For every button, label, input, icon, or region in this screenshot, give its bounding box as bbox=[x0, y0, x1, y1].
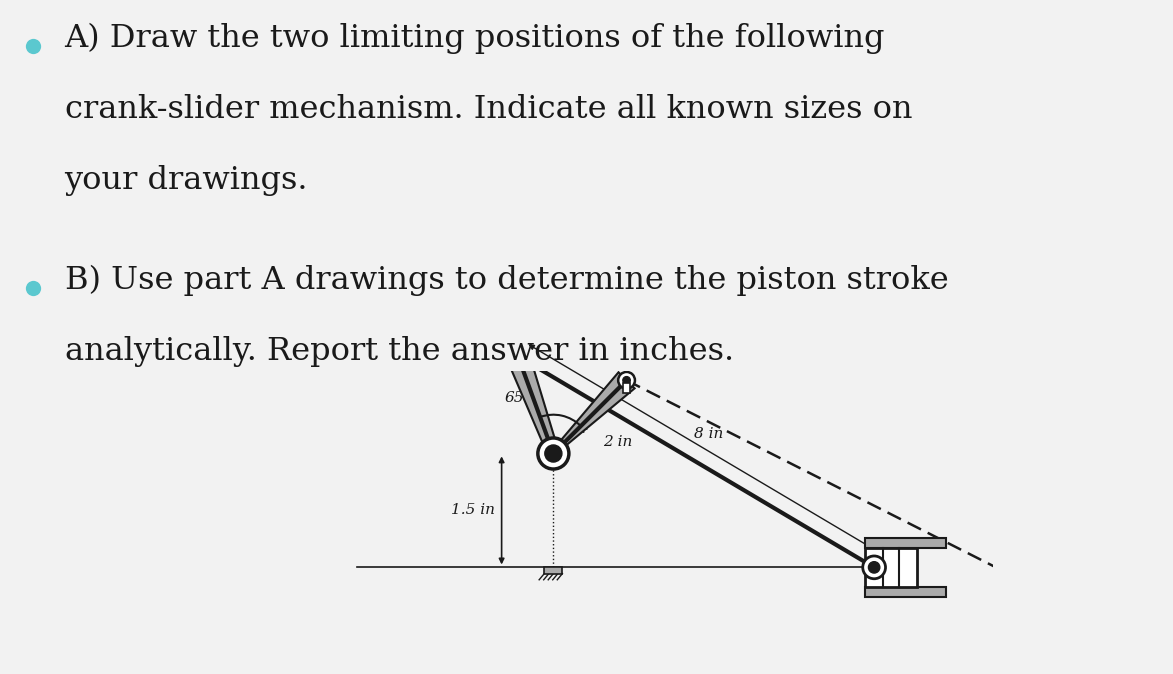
Circle shape bbox=[868, 561, 880, 573]
Bar bbox=[544, 568, 562, 574]
Circle shape bbox=[618, 372, 635, 389]
Bar bbox=[866, 587, 945, 597]
Text: A) Draw the two limiting positions of the following: A) Draw the two limiting positions of th… bbox=[65, 23, 884, 55]
Circle shape bbox=[514, 352, 523, 361]
Bar bbox=[866, 548, 917, 587]
Bar bbox=[866, 538, 945, 548]
Circle shape bbox=[862, 556, 886, 579]
Circle shape bbox=[538, 438, 569, 469]
Bar bbox=[623, 383, 630, 393]
Text: 2 in: 2 in bbox=[603, 435, 632, 449]
Polygon shape bbox=[507, 353, 635, 456]
Text: 8 in: 8 in bbox=[694, 427, 724, 441]
Circle shape bbox=[544, 445, 562, 462]
Text: 65°: 65° bbox=[506, 391, 533, 405]
Text: analytically. Report the answer in inches.: analytically. Report the answer in inche… bbox=[65, 336, 733, 367]
Text: B) Use part A drawings to determine the piston stroke: B) Use part A drawings to determine the … bbox=[65, 265, 948, 297]
Circle shape bbox=[509, 347, 528, 365]
Text: crank-slider mechanism. Indicate all known sizes on: crank-slider mechanism. Indicate all kno… bbox=[65, 94, 913, 125]
Circle shape bbox=[623, 377, 630, 384]
Text: 1.5 in: 1.5 in bbox=[452, 503, 495, 518]
Text: your drawings.: your drawings. bbox=[65, 165, 308, 196]
